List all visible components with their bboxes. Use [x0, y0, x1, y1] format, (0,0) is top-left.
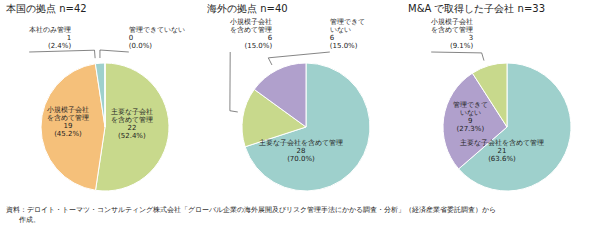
svg-text:(2.4%): (2.4%) [48, 42, 72, 50]
html-text:本国の拠点 n=42: 本国の拠点 n=42 [6, 3, 87, 14]
svg-text:1: 1 [67, 34, 71, 42]
svg-text:主要な子会社を含めて管理: 主要な子会社を含めて管理 [460, 139, 544, 147]
svg-text:を含めて管理: を含めて管理 [230, 26, 272, 34]
svg-text:(63.6%): (63.6%) [488, 155, 516, 163]
svg-text:主要な子会社: 主要な子会社 [111, 108, 153, 116]
svg-text:を含めて管理: を含めて管理 [111, 116, 153, 124]
svg-text:9: 9 [468, 117, 472, 125]
svg-text:(15.0%): (15.0%) [244, 42, 272, 50]
svg-text:いない: いない [330, 26, 351, 34]
svg-text:6: 6 [268, 34, 273, 42]
svg-text:管理できて: 管理できて [330, 18, 365, 26]
svg-text:0: 0 [129, 34, 133, 42]
html-text:資料：デロイト・トーマツ・コンサルティング株式会社「グローバ: 資料：デロイト・トーマツ・コンサルティング株式会社「グローバル企業の海外展開及び… [6, 206, 496, 224]
svg-text:3: 3 [469, 34, 473, 42]
svg-text:(45.2%): (45.2%) [54, 130, 82, 138]
svg-text:21: 21 [498, 147, 507, 155]
html-text:海外の拠点 n=40: 海外の拠点 n=40 [207, 3, 288, 14]
svg-text:(15.0%): (15.0%) [330, 42, 358, 50]
svg-text:22: 22 [127, 124, 136, 132]
svg-text:管理できていない: 管理できていない [129, 26, 185, 34]
svg-text:6: 6 [330, 34, 335, 42]
svg-text:いない: いない [460, 109, 481, 117]
svg-text:小規模子会社: 小規模子会社 [431, 18, 473, 26]
svg-text:(9.1%): (9.1%) [450, 42, 474, 50]
svg-text:19: 19 [64, 122, 73, 130]
html-text:M&A で取得した子会社 n=33: M&A で取得した子会社 n=33 [408, 3, 546, 14]
svg-text:(27.3%): (27.3%) [456, 125, 484, 133]
svg-text:主要な子会社を含めて管理: 主要な子会社を含めて管理 [259, 139, 343, 147]
svg-text:管理できて: 管理できて [453, 101, 488, 109]
svg-text:(70.0%): (70.0%) [287, 155, 315, 163]
svg-text:小規模子会社: 小規模子会社 [47, 106, 89, 114]
svg-text:28: 28 [297, 147, 306, 155]
svg-text:小規模子会社: 小規模子会社 [230, 18, 272, 26]
svg-text:(0.0%): (0.0%) [129, 42, 153, 50]
svg-text:本社のみ管理: 本社のみ管理 [29, 26, 71, 34]
svg-text:を含めて管理: を含めて管理 [431, 26, 473, 34]
svg-text:(52.4%): (52.4%) [118, 132, 146, 140]
svg-text:を含めて管理: を含めて管理 [47, 114, 89, 122]
